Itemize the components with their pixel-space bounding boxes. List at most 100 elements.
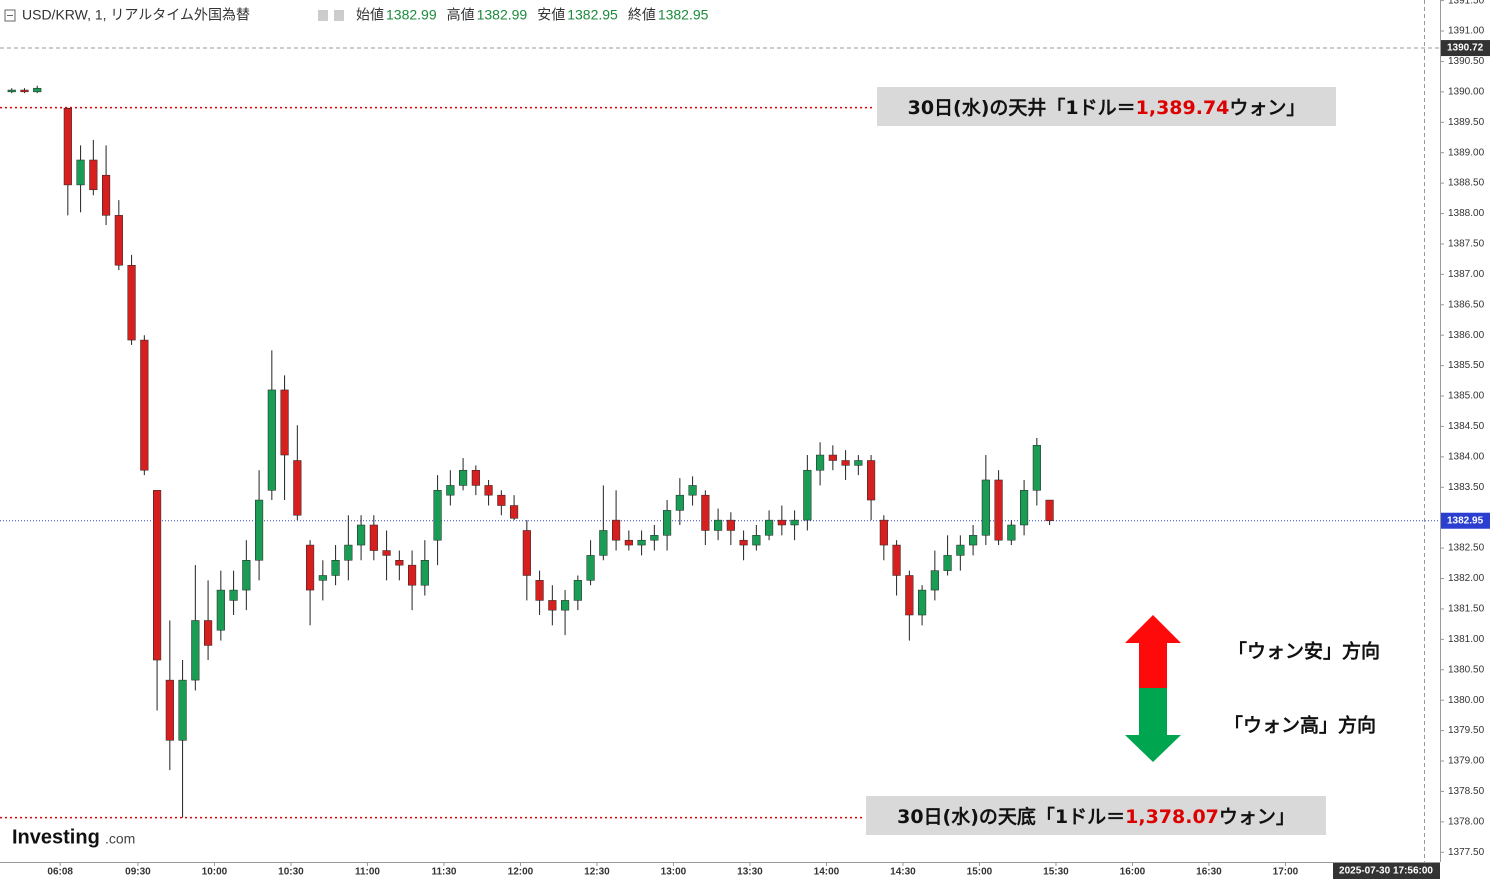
x-tick-label: 06:08 (47, 867, 73, 878)
y-tick-label: 1387.00 (1448, 269, 1485, 280)
candle-body (153, 490, 162, 661)
y-tick-label: 1390.50 (1448, 56, 1485, 67)
x-tick-label: 13:30 (737, 867, 763, 878)
candle-body (89, 159, 98, 191)
candle-body (433, 490, 442, 541)
crosshair-time: 2025-07-30 17:56:00 (1339, 866, 1433, 877)
candle-body (765, 519, 774, 536)
y-tick-label: 1391.00 (1448, 26, 1485, 37)
candle-body (816, 454, 825, 471)
x-tick-label: 12:00 (508, 867, 534, 878)
y-tick-label: 1389.50 (1448, 117, 1485, 128)
x-tick-label: 09:30 (125, 867, 151, 878)
ohlc-value: 1382.95 (567, 7, 618, 23)
y-tick-label: 1388.50 (1448, 178, 1485, 189)
candle-body (854, 460, 863, 466)
candle-body (408, 564, 417, 586)
y-tick-label: 1384.00 (1448, 451, 1485, 462)
crosshair-time-box (1333, 863, 1440, 879)
y-tick-label: 1380.00 (1448, 695, 1485, 706)
annotation-value-label: 1,378.07 (1125, 806, 1219, 828)
candle-body (63, 108, 72, 186)
candle-body (841, 460, 850, 466)
candle-body (459, 469, 468, 486)
y-tick-label: 1388.00 (1448, 208, 1485, 219)
crosshair-price-label: 1390.72 (1447, 43, 1484, 54)
annotation-box (877, 87, 1336, 126)
candle-body (981, 479, 990, 536)
candle-body (7, 89, 16, 93)
collapse-icon[interactable] (4, 9, 16, 22)
y-tick-label: 1384.50 (1448, 421, 1485, 432)
candle-body (395, 560, 404, 566)
candle-body (1045, 499, 1054, 521)
candle-body (726, 519, 735, 531)
candle-body (663, 510, 672, 536)
last-price-box (1441, 512, 1490, 529)
candle-body (114, 215, 123, 266)
y-tick-label: 1378.50 (1448, 786, 1485, 797)
down-direction-label: 「ウォン高」方向 (1224, 714, 1376, 737)
y-tick-label: 1379.50 (1448, 725, 1485, 736)
candle-body (943, 555, 952, 571)
ohlc-label: 始値 (356, 7, 384, 23)
candle-body (1007, 524, 1016, 541)
down-arrow (1125, 688, 1181, 762)
candle-body (548, 600, 557, 611)
candle-body (318, 575, 327, 581)
candle-body (739, 539, 748, 546)
candle-body (994, 479, 1003, 541)
x-tick-label: 11:00 (355, 867, 380, 878)
y-tick-label: 1386.00 (1448, 330, 1485, 341)
ohlc-value: 1382.99 (386, 7, 437, 23)
hide-icon[interactable] (334, 10, 344, 21)
ohlc-value: 1382.95 (658, 7, 709, 23)
x-tick-label: 14:00 (814, 867, 840, 878)
x-tick-label: 10:00 (202, 867, 228, 878)
y-tick-label: 1383.50 (1448, 482, 1485, 493)
y-tick-label: 1382.00 (1448, 573, 1485, 584)
annotation-value-label: 1,389.74 (1136, 97, 1230, 119)
x-tick-label: 17:00 (1273, 867, 1299, 878)
annotation-prefix: 30日(水)の天底「1ドル＝ (897, 805, 1125, 828)
candle-body (599, 530, 608, 556)
candle-body (650, 535, 659, 541)
up-direction-label: 「ウォン安」方向 (1228, 640, 1380, 663)
candle-body (357, 524, 366, 546)
candle-body (471, 469, 480, 486)
candle-body (918, 589, 927, 616)
y-tick-label: 1381.50 (1448, 604, 1485, 615)
x-tick-label: 13:00 (661, 867, 687, 878)
y-tick-label: 1385.50 (1448, 360, 1485, 371)
candle-body (306, 544, 315, 591)
candle-body (956, 544, 965, 556)
symbol: USD/KRW, 1, リアルタイム外国為替 (22, 7, 250, 23)
candle-body (612, 519, 621, 541)
candle-body (752, 535, 761, 546)
candle-body (242, 560, 251, 591)
crosshair-price-box (1441, 40, 1490, 57)
y-tick-label: 1387.50 (1448, 239, 1485, 250)
candle-body (803, 469, 812, 521)
y-tick-label: 1381.00 (1448, 634, 1485, 645)
candle-body (624, 539, 633, 546)
plot (0, 47, 1440, 819)
up-arrow (1125, 615, 1181, 688)
candle-body (20, 89, 29, 93)
logo-brand: Investing (12, 826, 100, 848)
candle-body (76, 159, 85, 186)
annotation-suffix: ウォン」 (1219, 806, 1295, 828)
candle-body (127, 264, 136, 341)
settings-icon[interactable] (318, 10, 328, 21)
candle-body (382, 550, 391, 556)
candle-body (255, 499, 264, 561)
candle-body (637, 539, 646, 546)
candle-body (892, 544, 901, 576)
annotation-box (866, 796, 1326, 835)
candle-body (33, 87, 42, 93)
y-tick-label: 1389.00 (1448, 147, 1485, 158)
candle-body (675, 494, 684, 511)
candle-body (204, 620, 213, 646)
candle-body (331, 560, 340, 576)
